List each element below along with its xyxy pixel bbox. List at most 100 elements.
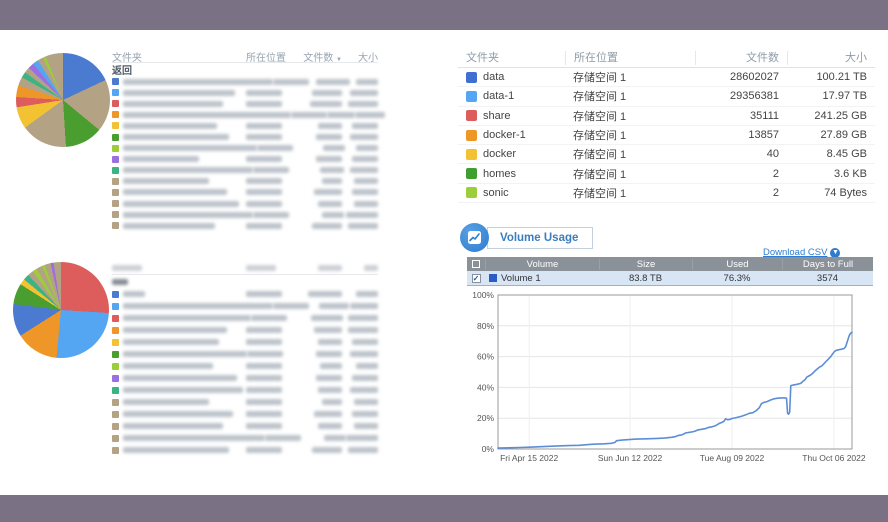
volume-days-to-full: 3574 (816, 272, 839, 284)
folder-size: 17.97 TB (822, 90, 867, 103)
folder-color-icon (112, 338, 119, 346)
column-header-size[interactable]: Size (599, 258, 692, 270)
folder-color-icon (112, 362, 119, 370)
blurred-folder-row[interactable] (112, 87, 378, 98)
folder-color-icon (466, 168, 477, 180)
column-header-location[interactable]: 所在位置 (565, 50, 695, 65)
folder-color-icon (112, 422, 119, 430)
svg-text:Tue Aug 09 2022: Tue Aug 09 2022 (700, 453, 765, 463)
folder-color-icon (112, 144, 119, 152)
folder-row[interactable]: share 存储空间 1 35111 241.25 GB (458, 107, 875, 126)
volume-row[interactable]: ✓ Volume 1 83.8 TB 76.3% 3574 (467, 271, 873, 286)
column-header-size[interactable]: 大小 (787, 50, 875, 65)
volume-table: Volume Size Used Days to Full ✓ Volume 1… (467, 257, 873, 286)
blurred-folder-row[interactable] (112, 336, 378, 348)
folder-color-icon (112, 386, 119, 394)
folder-size: 8.45 GB (826, 148, 867, 161)
table-header: 文件夹 所在位置 文件数 大小 (458, 48, 875, 68)
folder-size-pie-chart-1[interactable] (16, 53, 110, 147)
table-header-blurred (112, 262, 378, 275)
folder-name: docker (483, 148, 517, 161)
blurred-folder-row[interactable] (112, 109, 385, 120)
column-header-folder[interactable]: 文件夹 (466, 51, 499, 64)
volume-usage-icon (460, 223, 489, 252)
column-header-used[interactable]: Used (692, 258, 782, 270)
blurred-folder-row[interactable] (112, 220, 378, 231)
blurred-folder-row[interactable] (112, 120, 378, 131)
folder-location: 存储空间 1 (573, 168, 627, 181)
folder-row[interactable]: data 存储空间 1 28602027 100.21 TB (458, 68, 875, 88)
blurred-folder-row[interactable] (112, 432, 378, 444)
sort-desc-icon: ▼ (336, 56, 342, 63)
folder-color-icon (112, 290, 119, 298)
folder-color-icon (112, 398, 119, 406)
blurred-folder-row[interactable] (112, 176, 378, 187)
folder-name: docker-1 (483, 129, 526, 142)
folder-row[interactable]: docker 存储空间 1 40 8.45 GB (458, 145, 875, 165)
blurred-folder-row[interactable] (112, 312, 378, 324)
volume-name: Volume 1 (501, 272, 541, 284)
folder-color-icon (112, 302, 119, 310)
folder-table: 文件夹 所在位置 文件数 大小 data 存储空间 1 28602027 100.21… (458, 48, 875, 204)
blurred-folder-table-1: 文件夹 所在位置 文件数 ▼ 大小 返回 (112, 50, 385, 231)
blurred-folder-row[interactable] (112, 165, 378, 176)
blurred-folder-row[interactable] (112, 384, 378, 396)
blurred-folder-row[interactable] (112, 209, 378, 220)
blurred-folder-row[interactable] (112, 408, 378, 420)
blurred-folder-row[interactable] (112, 288, 378, 300)
volume-used: 76.3% (723, 272, 751, 284)
folder-location: 存储空间 1 (573, 149, 627, 162)
folder-size-pie-chart-2[interactable] (13, 262, 109, 358)
blurred-folder-row[interactable] (112, 300, 378, 312)
folder-color-icon (112, 314, 119, 322)
blurred-folder-row[interactable] (112, 360, 378, 372)
table-header: 文件夹 所在位置 文件数 ▼ 大小 (112, 50, 378, 64)
blurred-folder-row[interactable] (112, 420, 378, 432)
blurred-folder-row[interactable] (112, 444, 378, 456)
folder-file-count: 29356381 (730, 90, 779, 103)
column-header-files-sorted[interactable]: 文件数 ▼ (303, 52, 342, 64)
column-header-folder[interactable]: 文件夹 (112, 52, 142, 64)
blurred-folder-row[interactable] (112, 154, 378, 165)
folder-row[interactable]: data-1 存储空间 1 29356381 17.97 TB (458, 87, 875, 107)
blurred-folder-row[interactable] (112, 198, 378, 209)
folder-color-icon (112, 177, 119, 185)
folder-name: homes (483, 167, 517, 180)
folder-size: 100.21 TB (816, 71, 867, 84)
column-header-volume[interactable]: Volume (485, 258, 599, 270)
window-chrome-top (0, 0, 888, 30)
folder-color-icon (112, 100, 119, 108)
blurred-folder-row[interactable] (112, 324, 378, 336)
folder-color-icon (466, 148, 477, 160)
column-header-days-to-full[interactable]: Days to Full (782, 258, 873, 270)
column-header-location[interactable]: 所在位置 (246, 52, 286, 64)
column-header-files[interactable]: 文件数 (695, 50, 787, 65)
blurred-folder-row[interactable] (112, 131, 378, 142)
download-csv-link[interactable]: Download CSV ▼ (763, 247, 841, 258)
blurred-folder-row[interactable] (112, 372, 378, 384)
blurred-folder-row[interactable] (112, 76, 378, 87)
select-all-checkbox[interactable] (467, 260, 485, 268)
svg-text:Fri Apr 15 2022: Fri Apr 15 2022 (500, 453, 558, 463)
blurred-folder-row[interactable] (112, 187, 378, 198)
folder-row[interactable]: sonic 存储空间 1 2 74 Bytes (458, 184, 875, 204)
blurred-header-blob (318, 265, 342, 271)
volume-checkbox-checked[interactable]: ✓ (471, 273, 481, 283)
folder-size: 27.89 GB (820, 129, 867, 142)
volume-size: 83.8 TB (628, 272, 663, 284)
folder-file-count: 40 (766, 148, 779, 161)
folder-color-icon (466, 71, 477, 83)
blurred-folder-table-2 (112, 262, 379, 456)
folder-row[interactable]: docker-1 存储空间 1 13857 27.89 GB (458, 126, 875, 146)
back-row[interactable]: 返回 (112, 66, 132, 77)
blurred-folder-row[interactable] (112, 348, 379, 360)
folder-location: 存储空间 1 (573, 187, 627, 200)
blurred-folder-row[interactable] (112, 143, 378, 154)
blurred-folder-row[interactable] (112, 98, 378, 109)
blurred-folder-row[interactable] (112, 396, 378, 408)
folder-location: 存储空间 1 (573, 91, 627, 104)
back-row-blurred[interactable] (112, 275, 378, 288)
column-header-size[interactable]: 大小 (358, 52, 378, 64)
folder-file-count: 35111 (750, 109, 779, 122)
folder-row[interactable]: homes 存储空间 1 2 3.6 KB (458, 164, 875, 184)
